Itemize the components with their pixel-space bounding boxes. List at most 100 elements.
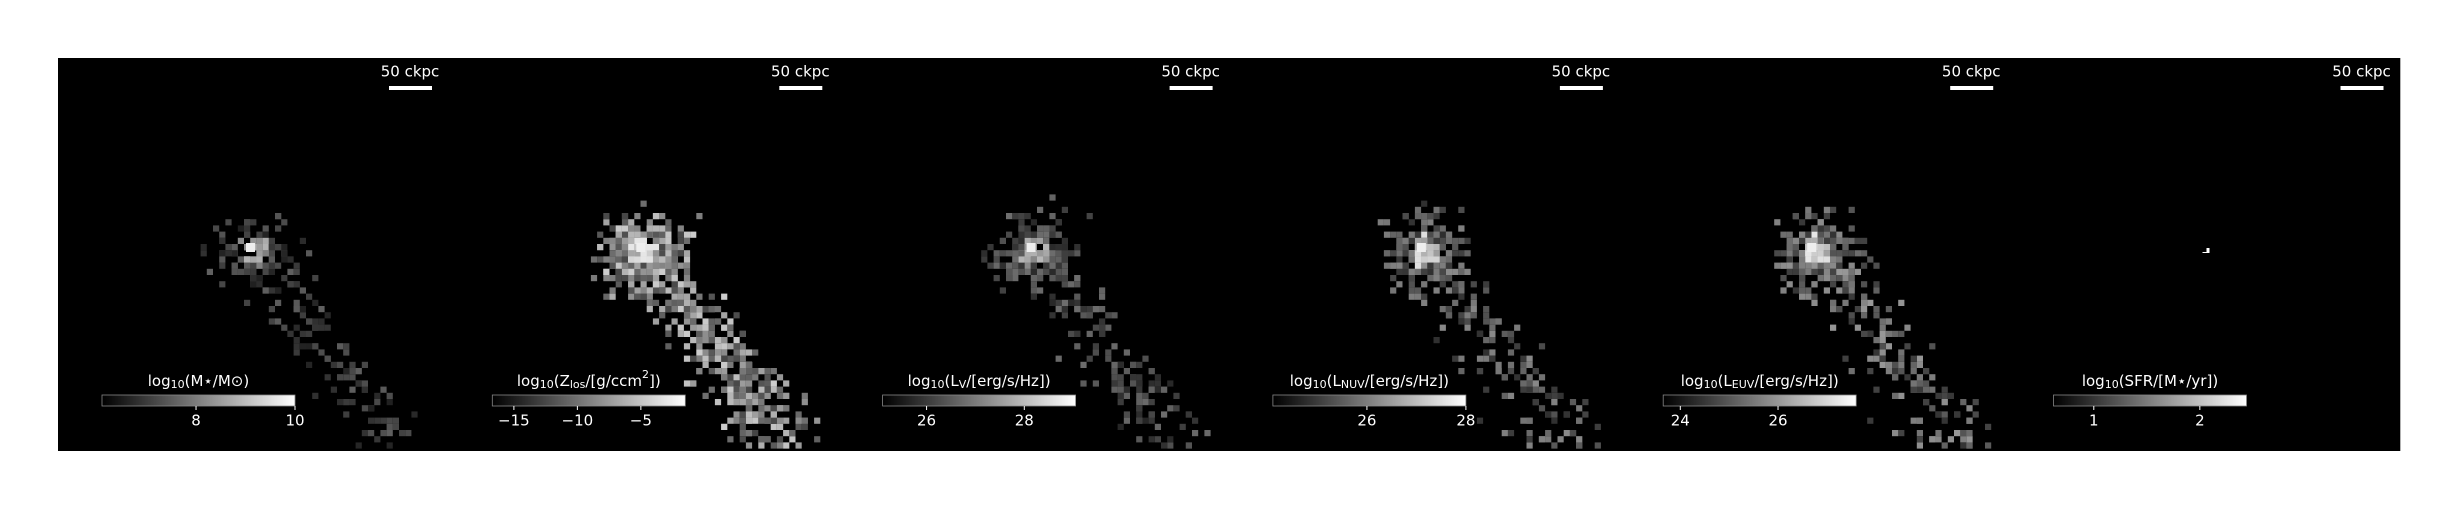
- pixel: [1464, 312, 1471, 319]
- pixel: [355, 442, 362, 449]
- pixel: [795, 423, 802, 430]
- pixel: [721, 312, 728, 319]
- pixel: [609, 256, 616, 263]
- scale-bar: [1559, 86, 1603, 90]
- pixel: [659, 256, 666, 263]
- pixel: [1092, 380, 1099, 387]
- pixel: [1507, 361, 1515, 368]
- pixel: [1879, 349, 1886, 356]
- pixel: [1885, 361, 1892, 368]
- pixel: [727, 392, 734, 399]
- pixel: [801, 392, 808, 399]
- pixel: [671, 281, 678, 288]
- pixel: [268, 268, 275, 275]
- pixel: [380, 417, 387, 424]
- pixel: [665, 306, 672, 313]
- pixel: [1836, 262, 1843, 269]
- pixel: [1464, 250, 1471, 257]
- pixel: [1414, 231, 1422, 238]
- pixel: [690, 318, 697, 325]
- pixel: [721, 349, 728, 356]
- pixel: [1006, 262, 1013, 269]
- pixel: [733, 312, 740, 319]
- label-segment: 2: [642, 368, 649, 381]
- pixel: [399, 430, 406, 437]
- pixel: [615, 244, 622, 251]
- pixel: [1476, 355, 1484, 362]
- pixel: [1848, 225, 1855, 232]
- pixel: [677, 244, 684, 251]
- pixel: [795, 411, 802, 418]
- pixel: [1421, 213, 1428, 220]
- pixel: [615, 262, 622, 269]
- pixel: [1117, 399, 1124, 406]
- pixel: [1476, 330, 1484, 337]
- pixel: [721, 386, 728, 393]
- pixel: [646, 256, 653, 263]
- pixel: [1439, 225, 1446, 232]
- pixel: [1136, 411, 1143, 418]
- pixel: [1414, 262, 1422, 269]
- pixel: [299, 343, 306, 350]
- pixel: [708, 324, 715, 331]
- pixel: [1408, 281, 1415, 288]
- pixel: [318, 349, 325, 356]
- pixel: [714, 399, 722, 406]
- pixel: [268, 244, 275, 251]
- pixel: [1792, 262, 1799, 269]
- pixel: [293, 337, 300, 344]
- pixel: [1848, 250, 1855, 257]
- pixel: [1464, 318, 1471, 325]
- pixel: [1923, 386, 1930, 393]
- pixel: [299, 306, 306, 313]
- pixel: [1848, 368, 1855, 375]
- pixel: [702, 318, 709, 325]
- pixel: [349, 386, 356, 393]
- pixel: [256, 244, 263, 251]
- pixel: [262, 225, 269, 232]
- pixel: [752, 399, 759, 406]
- pixel: [1018, 213, 1025, 220]
- pixel: [652, 268, 660, 275]
- pixel: [758, 411, 765, 418]
- pixel: [275, 262, 282, 269]
- pixel: [1885, 306, 1892, 313]
- scale-bar: [1169, 86, 1213, 90]
- pixel: [1421, 237, 1428, 244]
- pixel: [1910, 380, 1917, 387]
- pixel: [1006, 231, 1013, 238]
- pixel: [1061, 299, 1068, 306]
- pixel: [690, 287, 697, 294]
- pixel: [1421, 262, 1428, 269]
- pixel: [1842, 268, 1849, 275]
- pixel: [1830, 268, 1837, 275]
- pixel: [733, 380, 740, 387]
- pixel: [665, 268, 672, 275]
- pixel: [250, 219, 257, 226]
- pixel: [1879, 343, 1886, 350]
- pixel: [1427, 244, 1434, 251]
- pixel: [1854, 268, 1861, 275]
- pixel: [281, 219, 288, 226]
- pixel: [1526, 374, 1533, 381]
- pixel: [652, 275, 660, 282]
- pixel: [306, 330, 313, 337]
- pixel: [1402, 262, 1409, 269]
- pixel: [1458, 250, 1465, 257]
- panel-background: [58, 58, 449, 451]
- pixel: [1514, 343, 1521, 350]
- pixel: [1867, 330, 1874, 337]
- colorbar: [491, 394, 686, 407]
- pixel: [1954, 411, 1961, 418]
- pixel: [368, 430, 375, 437]
- pixel: [739, 399, 746, 406]
- pixel: [386, 442, 393, 449]
- pixel: [801, 399, 808, 406]
- pixel: [275, 287, 282, 294]
- pixel: [646, 250, 653, 257]
- pixel: [1805, 250, 1812, 257]
- pixel: [640, 262, 647, 269]
- pixel: [1421, 293, 1428, 300]
- pixel: [1464, 306, 1471, 313]
